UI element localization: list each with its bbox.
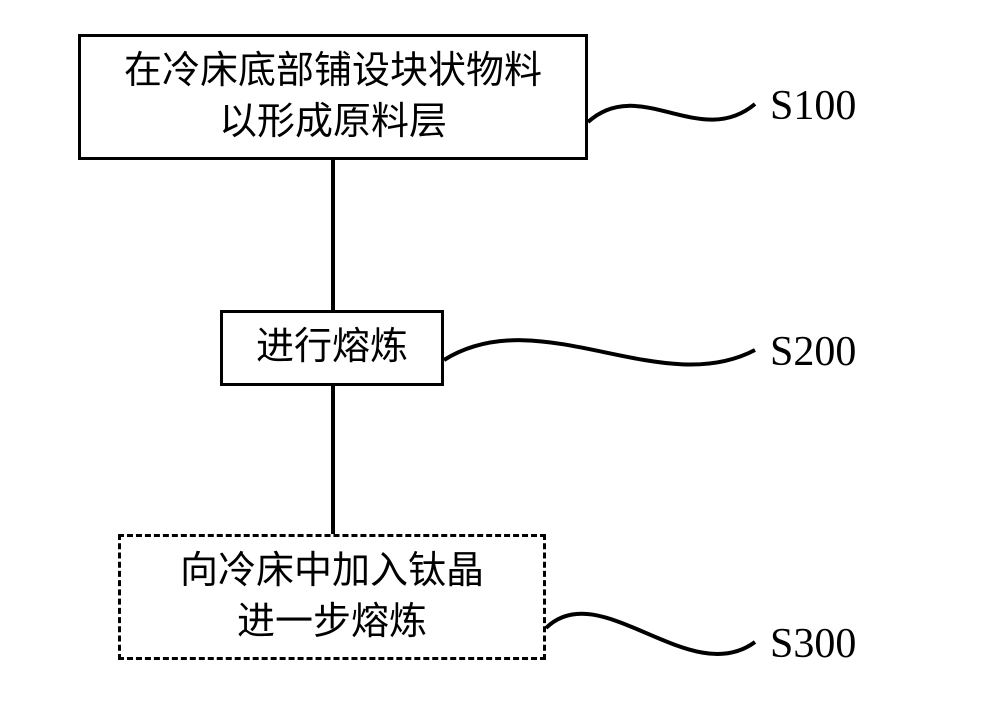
flow-step-1: 在冷床底部铺设块状物料 以形成原料层 [78,34,588,160]
step-label-2: S200 [770,328,856,376]
flow-step-1-text: 在冷床底部铺设块状物料 以形成原料层 [124,46,542,149]
flow-step-2-text: 进行熔炼 [256,322,408,373]
flow-step-2: 进行熔炼 [220,310,444,386]
flow-step-3: 向冷床中加入钛晶 进一步熔炼 [118,534,546,660]
step-label-3: S300 [770,620,856,668]
flow-step-3-text: 向冷床中加入钛晶 进一步熔炼 [180,546,484,649]
step-label-1: S100 [770,82,856,130]
